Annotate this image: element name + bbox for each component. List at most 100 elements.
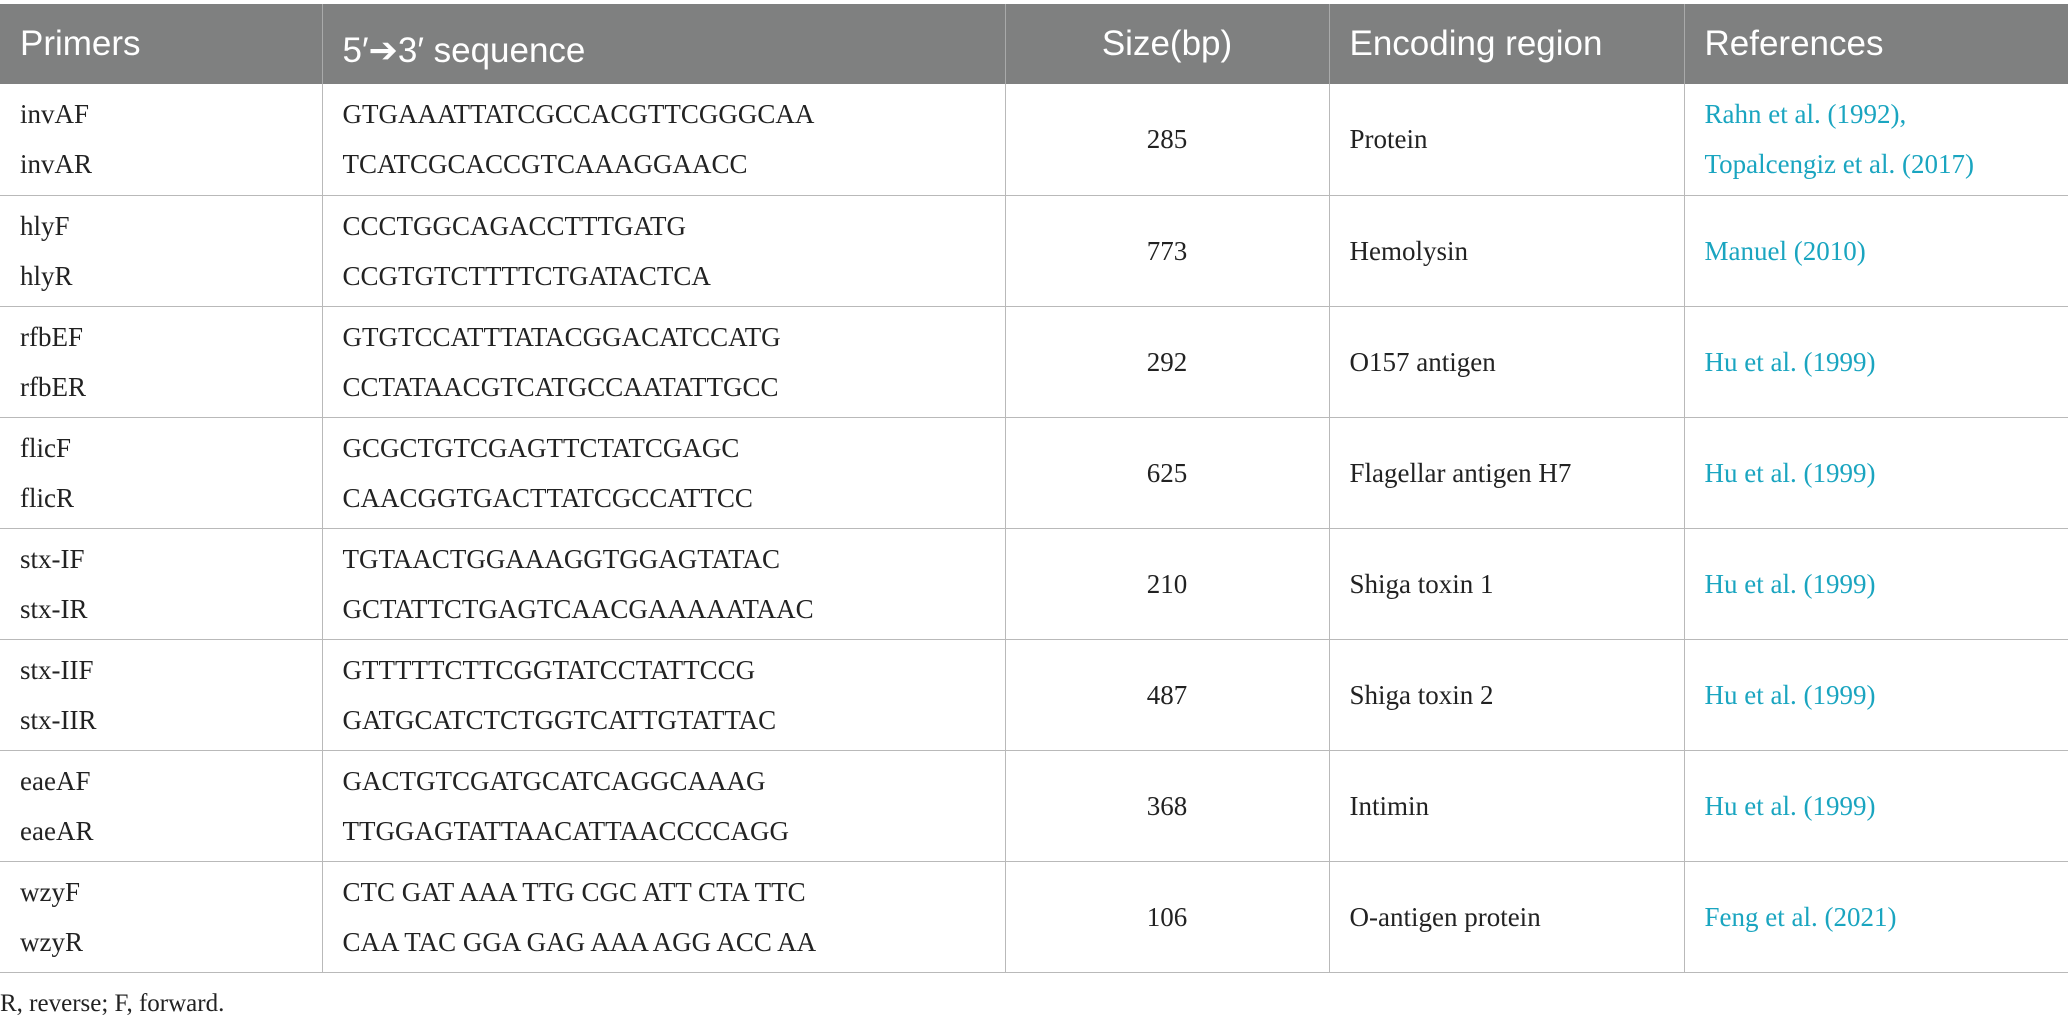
references-cell: Manuel (2010) [1684,195,2068,307]
sequence-cell: GTTTTTCTTCGGTATCCTATTCCG GATGCATCTCTGGTCA… [322,639,1006,751]
encoding-region-cell: O157 antigen [1329,306,1685,418]
sequence-cell: GTGTCCATTTATACGGACATCCATG CCTATAACGTCATGC… [322,306,1006,418]
encoding-region-cell: Protein [1329,84,1685,196]
primer-name: rfbEF [20,321,83,352]
table-footnote: R, reverse; F, forward. [0,990,225,1017]
primers-cell: hlyF hlyR [0,195,323,307]
primer-sequence: GATGCATCTCTGGTCATTGTATTAC [342,704,777,735]
primer-table: Primers 5′➔3′ sequence Size(bp) Encoding… [0,4,2068,973]
reference-link[interactable]: Hu et al. (1999) [1704,568,1876,599]
references-cell: Rahn et al. (1992), Topalcengiz et al. (2… [1684,84,2068,196]
primer-sequence: GTGAAATTATCGCCACGTTCGGGCAA [342,99,815,130]
table-row: stx-IIF stx-IIR GTTTTTCTTCGGTATCCTATTCCG GA… [0,639,2068,751]
size-cell: 487 [1005,639,1330,751]
primer-name: invAR [20,149,93,180]
size-cell: 368 [1005,750,1330,862]
table-row: stx-IF stx-IR TGTAACTGGAAAGGTGGAGTATAC GCTA… [0,528,2068,640]
primer-name: wzyR [20,926,83,957]
reference-link[interactable]: Hu et al. (1999) [1704,790,1876,821]
sequence-cell: GCGCTGTCGAGTTCTATCGAGC CAACGGTGACTTATCGCC… [322,417,1006,529]
encoding-region-cell: O-antigen protein [1329,861,1685,973]
primer-name: rfbER [20,371,86,402]
table-body: invAF invAR GTGAAATTATCGCCACGTTCGGGCAA TCAT… [0,84,2068,973]
encoding-region-cell: Intimin [1329,750,1685,862]
table-row: wzyF wzyR CTC GAT AAA TTG CGC ATT CTA TTC C… [0,861,2068,973]
size-cell: 625 [1005,417,1330,529]
table-row: hlyF hlyR CCCTGGCAGACCTTTGATG CCGTGTCTTTTCT… [0,195,2068,307]
sequence-cell: CCCTGGCAGACCTTTGATG CCGTGTCTTTTCTGATACTCA [322,195,1006,307]
primer-name: stx-IR [20,593,88,624]
size-cell: 210 [1005,528,1330,640]
primers-cell: wzyF wzyR [0,861,323,973]
primer-sequence: GCGCTGTCGAGTTCTATCGAGC [342,432,740,463]
primer-sequence: GACTGTCGATGCATCAGGCAAAG [342,765,766,796]
encoding-region-cell: Shiga toxin 2 [1329,639,1685,751]
primer-sequence: GTGTCCATTTATACGGACATCCATG [342,321,781,352]
primer-sequence: CCTATAACGTCATGCCAATATTGCC [342,371,779,402]
sequence-cell: CTC GAT AAA TTG CGC ATT CTA TTC CAA TAC G… [322,861,1006,973]
primers-cell: rfbEF rfbER [0,306,323,418]
reference-link[interactable]: Hu et al. (1999) [1704,679,1876,710]
reference-link[interactable]: Topalcengiz et al. (2017) [1704,149,1975,180]
primer-sequence: TTGGAGTATTAACATTAACCCCAGG [342,815,790,846]
references-cell: Hu et al. (1999) [1684,528,2068,640]
primer-sequence: CCGTGTCTTTTCTGATACTCA [342,260,711,291]
reference-link[interactable]: Feng et al. (2021) [1704,901,1897,932]
primer-sequence: CAACGGTGACTTATCGCCATTCC [342,482,753,513]
primer-name: stx-IF [20,543,85,574]
header-encoding-region: Encoding region [1329,4,1685,84]
primer-table-container: Primers 5′➔3′ sequence Size(bp) Encoding… [0,4,2068,973]
primer-sequence: TGTAACTGGAAAGGTGGAGTATAC [342,543,780,574]
header-references: References [1684,4,2068,84]
encoding-region-cell: Shiga toxin 1 [1329,528,1685,640]
primer-name: eaeAF [20,765,91,796]
size-cell: 292 [1005,306,1330,418]
size-cell: 773 [1005,195,1330,307]
references-cell: Hu et al. (1999) [1684,306,2068,418]
sequence-cell: GTGAAATTATCGCCACGTTCGGGCAA TCATCGCACCGTCA… [322,84,1006,196]
primer-name: flicR [20,482,74,513]
sequence-cell: GACTGTCGATGCATCAGGCAAAG TTGGAGTATTAACATTA… [322,750,1006,862]
table-header: Primers 5′➔3′ sequence Size(bp) Encoding… [0,4,2068,84]
primer-sequence: CTC GAT AAA TTG CGC ATT CTA TTC [342,876,806,907]
primer-sequence: CCCTGGCAGACCTTTGATG [342,210,687,241]
header-row: Primers 5′➔3′ sequence Size(bp) Encoding… [0,4,2068,84]
header-size: Size(bp) [1005,4,1330,84]
table-row: rfbEF rfbER GTGTCCATTTATACGGACATCCATG CCTAT… [0,306,2068,418]
primer-name: hlyF [20,210,70,241]
reference-link[interactable]: Manuel (2010) [1704,235,1866,266]
references-cell: Feng et al. (2021) [1684,861,2068,973]
sequence-cell: TGTAACTGGAAAGGTGGAGTATAC GCTATTCTGAGTCAAC… [322,528,1006,640]
primer-name: stx-IIF [20,654,94,685]
primer-sequence: TCATCGCACCGTCAAAGGAACC [342,149,748,180]
table-row: flicF flicR GCGCTGTCGAGTTCTATCGAGC CAACGGTG… [0,417,2068,529]
primer-name: flicF [20,432,71,463]
header-sequence: 5′➔3′ sequence [322,4,1006,84]
reference-link[interactable]: Hu et al. (1999) [1704,346,1876,377]
references-cell: Hu et al. (1999) [1684,639,2068,751]
primers-cell: invAF invAR [0,84,323,196]
references-cell: Hu et al. (1999) [1684,417,2068,529]
reference-link[interactable]: Rahn et al. (1992), [1704,99,1907,130]
primer-sequence: CAA TAC GGA GAG AAA AGG ACC AA [342,926,817,957]
encoding-region-cell: Flagellar antigen H7 [1329,417,1685,529]
header-primers: Primers [0,4,323,84]
primer-name: hlyR [20,260,73,291]
references-cell: Hu et al. (1999) [1684,750,2068,862]
primer-name: eaeAR [20,815,94,846]
primers-cell: eaeAF eaeAR [0,750,323,862]
table-row: invAF invAR GTGAAATTATCGCCACGTTCGGGCAA TCAT… [0,84,2068,196]
primer-sequence: GTTTTTCTTCGGTATCCTATTCCG [342,654,756,685]
size-cell: 106 [1005,861,1330,973]
reference-link[interactable]: Hu et al. (1999) [1704,457,1876,488]
size-cell: 285 [1005,84,1330,196]
primer-name: invAF [20,99,90,130]
primers-cell: flicF flicR [0,417,323,529]
primers-cell: stx-IIF stx-IIR [0,639,323,751]
primer-sequence: GCTATTCTGAGTCAACGAAAAATAAC [342,593,814,624]
primer-name: wzyF [20,876,80,907]
primers-cell: stx-IF stx-IR [0,528,323,640]
table-row: eaeAF eaeAR GACTGTCGATGCATCAGGCAAAG TTGGAGT… [0,750,2068,862]
encoding-region-cell: Hemolysin [1329,195,1685,307]
primer-name: stx-IIR [20,704,97,735]
